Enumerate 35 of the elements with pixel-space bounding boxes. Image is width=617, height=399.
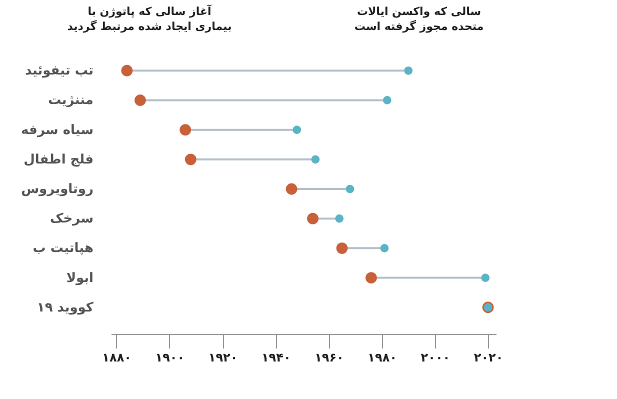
x-tick-label: ۱۹۴۰ [261,350,291,364]
point [366,272,377,284]
point [180,124,192,136]
point [346,184,354,194]
y-tick-label: روتاویروس [21,182,94,197]
y-tick-label: تب تیفوئید [24,64,94,79]
point [382,96,392,104]
x-tick-label: ۱۸۸۰ [102,350,132,364]
point [121,64,133,76]
x-tick-label: ۱۹۶۰ [314,350,344,364]
y-tick-label: کووید ۱۹ [36,300,94,316]
text: آغاز سالی که پاتوژن با بیماری ایجاد شده مرتبط گردید [67,4,232,33]
point [335,214,344,223]
y-tick-label: مننژیت [48,93,94,108]
x-tick-label: ۲۰۲۰ [474,350,504,364]
point [292,126,302,134]
point [307,212,318,224]
point [380,244,389,252]
x-tick-label: ۱۹۰۰ [155,350,185,364]
y-tick-label: ابولا [66,270,94,286]
point [404,66,413,75]
point [336,242,348,254]
point [184,154,196,166]
y-tick-label: سیاه سرفه [21,122,94,138]
y-tick-label: سرخک [50,212,94,227]
text: سالی که واکسن ایالات متحده مجوز گرفته است [354,5,484,33]
x-tick-label: ۱۹۸۰ [368,350,397,364]
y-tick-label: هپاتیت ب [32,241,94,256]
point [481,274,490,282]
point [286,183,298,195]
x-tick-label: ۱۹۲۰ [208,350,238,364]
point [311,155,320,164]
point [134,94,146,106]
y-tick-label: فلج اطفال [24,152,94,168]
x-tick-label: ۲۰۰۰ [420,350,450,364]
